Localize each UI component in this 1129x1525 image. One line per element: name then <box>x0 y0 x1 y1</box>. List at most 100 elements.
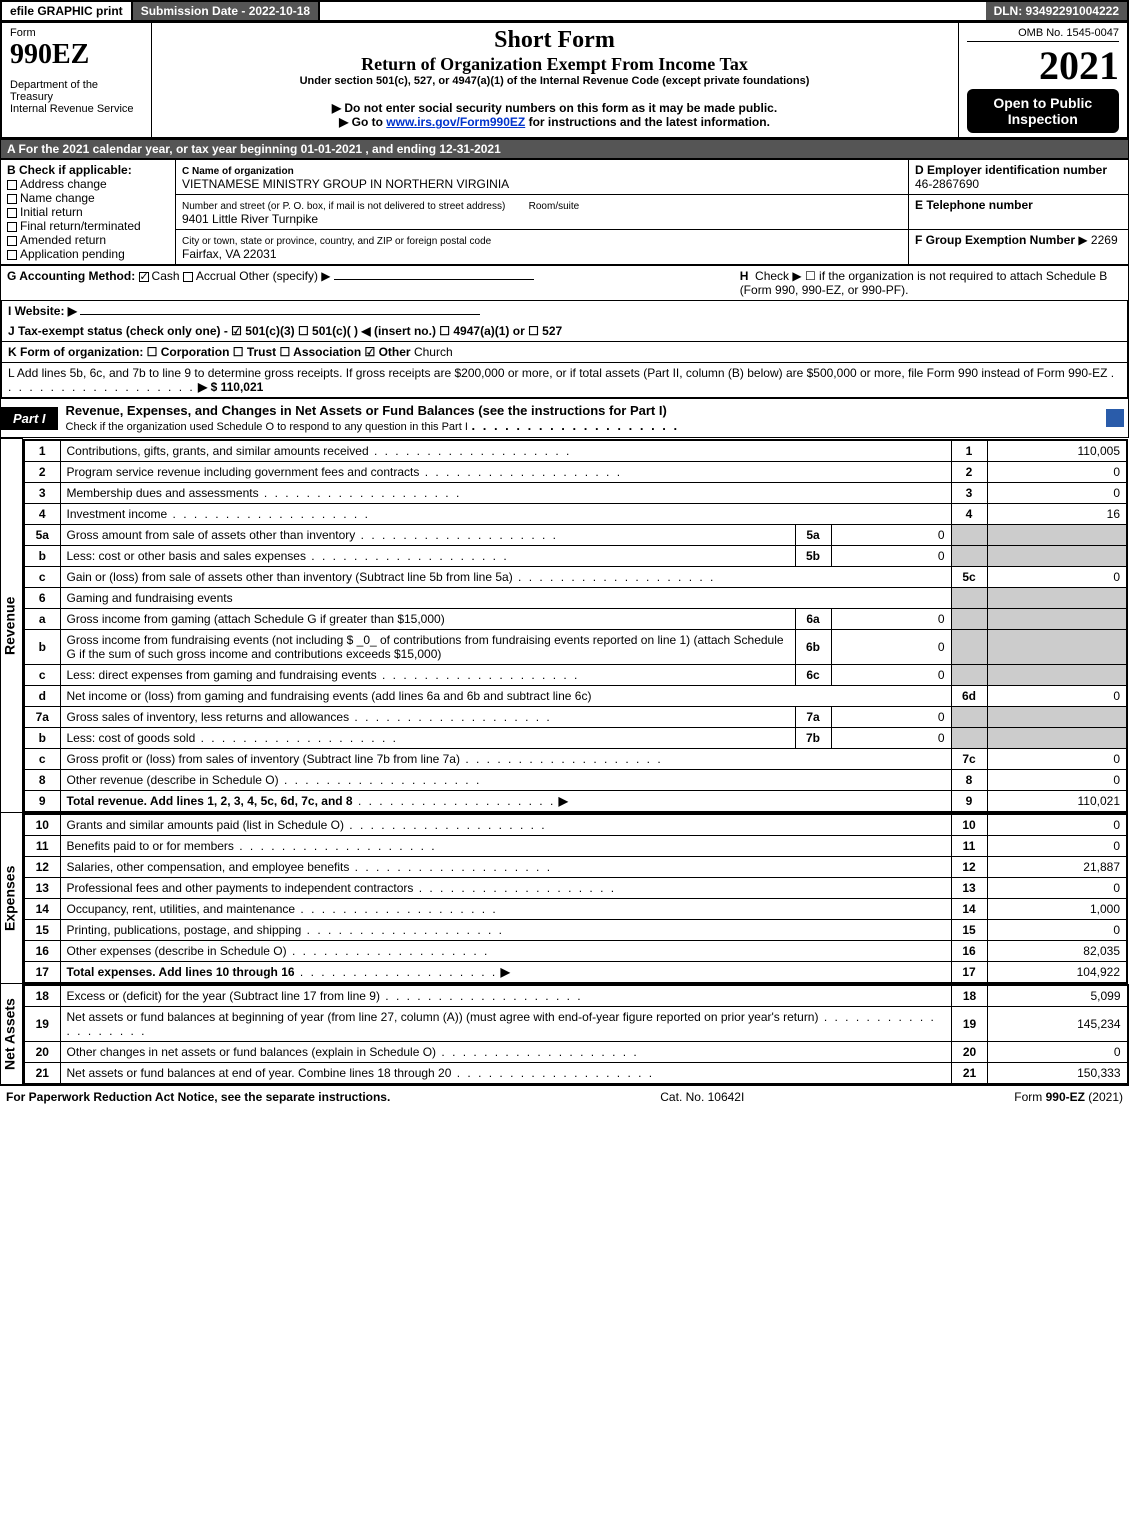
line-5c-desc: Gain or (loss) from sale of assets other… <box>67 570 513 584</box>
line-2-num: 2 <box>951 461 987 482</box>
checkbox-address-change[interactable] <box>7 180 17 190</box>
vlabel-net-assets: Net Assets <box>1 984 23 1085</box>
part-1-title: Revenue, Expenses, and Changes in Net As… <box>66 403 667 418</box>
part-1-header: Part I Revenue, Expenses, and Changes in… <box>0 398 1129 438</box>
footer-mid: Cat. No. 10642I <box>660 1090 744 1104</box>
omb-number: OMB No. 1545-0047 <box>967 27 1120 42</box>
part-1-sub: Check if the organization used Schedule … <box>66 421 468 433</box>
line-10-desc: Grants and similar amounts paid (list in… <box>67 818 344 832</box>
line-18-desc: Excess or (deficit) for the year (Subtra… <box>67 989 380 1003</box>
line-3-desc: Membership dues and assessments <box>67 486 259 500</box>
checkbox-initial-return[interactable] <box>7 208 17 218</box>
instruction-2: ▶ Go to www.irs.gov/Form990EZ for instru… <box>160 115 950 129</box>
checkbox-pending[interactable] <box>7 250 17 260</box>
checkbox-accrual[interactable] <box>183 272 193 282</box>
vlabel-expenses: Expenses <box>1 813 23 984</box>
form-number: 990EZ <box>10 39 143 71</box>
opt-name-change: Name change <box>20 191 95 205</box>
opt-other: Other (specify) ▶ <box>239 269 330 283</box>
checkbox-name-change[interactable] <box>7 194 17 204</box>
line-10-val: 0 <box>987 814 1127 836</box>
footer-left: For Paperwork Reduction Act Notice, see … <box>6 1090 390 1104</box>
line-8-val: 0 <box>987 769 1127 790</box>
org-name: VIETNAMESE MINISTRY GROUP IN NORTHERN VI… <box>182 177 509 191</box>
line-5a-desc: Gross amount from sale of assets other t… <box>67 528 356 542</box>
section-g-label: G Accounting Method: <box>7 269 135 283</box>
section-d-label: D Employer identification number <box>915 163 1107 177</box>
line-12-desc: Salaries, other compensation, and employ… <box>67 860 350 874</box>
other-specify-line[interactable] <box>334 279 534 280</box>
submission-date: Submission Date - 2022-10-18 <box>133 2 320 20</box>
room-label: Room/suite <box>529 201 580 212</box>
opt-initial-return: Initial return <box>20 205 83 219</box>
part-1-checkbox[interactable] <box>1106 409 1124 427</box>
city-value: Fairfax, VA 22031 <box>182 247 277 261</box>
line-2-val: 0 <box>987 461 1127 482</box>
section-j: J Tax-exempt status (check only one) - ☑… <box>0 321 1129 341</box>
section-j-text: J Tax-exempt status (check only one) - ☑… <box>8 324 562 338</box>
form-subtitle: Return of Organization Exempt From Incom… <box>160 54 950 75</box>
vlabel-revenue: Revenue <box>1 439 23 813</box>
line-1-num: 1 <box>951 440 987 462</box>
section-i: I Website: ▶ <box>0 301 1129 321</box>
line-6a-subval: 0 <box>831 608 951 629</box>
line-9-num: 9 <box>951 790 987 812</box>
line-16-val: 82,035 <box>987 940 1127 961</box>
street-label: Number and street (or P. O. box, if mail… <box>182 201 505 212</box>
checkbox-amended[interactable] <box>7 236 17 246</box>
section-h-text: Check ▶ ☐ if the organization is not req… <box>740 269 1108 297</box>
line-5b-desc: Less: cost or other basis and sales expe… <box>67 549 306 563</box>
line-13-desc: Professional fees and other payments to … <box>67 881 414 895</box>
checkbox-final-return[interactable] <box>7 222 17 232</box>
line-12-num: 12 <box>951 856 987 877</box>
line-6d-num: 6d <box>951 685 987 706</box>
line-19-val: 145,234 <box>988 1006 1128 1041</box>
line-1-desc: Contributions, gifts, grants, and simila… <box>67 444 369 458</box>
line-6b-subln: 6b <box>795 629 831 664</box>
line-13-num: 13 <box>951 877 987 898</box>
line-7b-subval: 0 <box>831 727 951 748</box>
line-6d-val: 0 <box>987 685 1127 706</box>
section-k-other: Church <box>414 345 453 359</box>
line-21-desc: Net assets or fund balances at end of ye… <box>67 1066 452 1080</box>
section-b-label: B Check if applicable: <box>7 163 132 177</box>
irs-link[interactable]: www.irs.gov/Form990EZ <box>386 115 525 129</box>
website-line[interactable] <box>80 314 480 315</box>
sections-g-h: G Accounting Method: Cash Accrual Other … <box>0 265 1129 301</box>
line-11-val: 0 <box>987 835 1127 856</box>
line-4-desc: Investment income <box>67 507 168 521</box>
line-6d-desc: Net income or (loss) from gaming and fun… <box>67 689 592 703</box>
checkbox-cash[interactable] <box>139 272 149 282</box>
form-label: Form <box>10 27 143 39</box>
line-8-desc: Other revenue (describe in Schedule O) <box>67 773 279 787</box>
line-21-num: 21 <box>952 1062 988 1084</box>
line-6a-subln: 6a <box>795 608 831 629</box>
section-k-label: K Form of organization: ☐ Corporation ☐ … <box>8 345 411 359</box>
group-exemption-value: ▶ 2269 <box>1078 233 1117 247</box>
line-17-num: 17 <box>951 961 987 983</box>
line-14-desc: Occupancy, rent, utilities, and maintena… <box>67 902 296 916</box>
form-title: Short Form <box>160 27 950 54</box>
opt-address-change: Address change <box>20 177 107 191</box>
line-2-desc: Program service revenue including govern… <box>67 465 420 479</box>
section-l-text: L Add lines 5b, 6c, and 7b to line 9 to … <box>8 366 1107 380</box>
line-18-val: 5,099 <box>988 985 1128 1007</box>
line-5a-subln: 5a <box>795 524 831 545</box>
line-7a-subln: 7a <box>795 706 831 727</box>
line-5b-subval: 0 <box>831 545 951 566</box>
part-1-body: Revenue 1 Contributions, gifts, grants, a… <box>0 438 1129 1085</box>
line-3-val: 0 <box>987 482 1127 503</box>
section-k: K Form of organization: ☐ Corporation ☐ … <box>0 341 1129 362</box>
line-20-val: 0 <box>988 1041 1128 1062</box>
opt-amended: Amended return <box>20 233 106 247</box>
line-9-desc: Total revenue. Add lines 1, 2, 3, 4, 5c,… <box>67 794 353 808</box>
line-9-val: 110,021 <box>987 790 1127 812</box>
line-1-val: 110,005 <box>987 440 1127 462</box>
opt-pending: Application pending <box>20 247 125 261</box>
line-20-num: 20 <box>952 1041 988 1062</box>
ein-value: 46-2867690 <box>915 177 979 191</box>
line-12-val: 21,887 <box>987 856 1127 877</box>
efile-label[interactable]: efile GRAPHIC print <box>2 2 133 20</box>
line-14-val: 1,000 <box>987 898 1127 919</box>
opt-cash: Cash <box>152 269 180 283</box>
